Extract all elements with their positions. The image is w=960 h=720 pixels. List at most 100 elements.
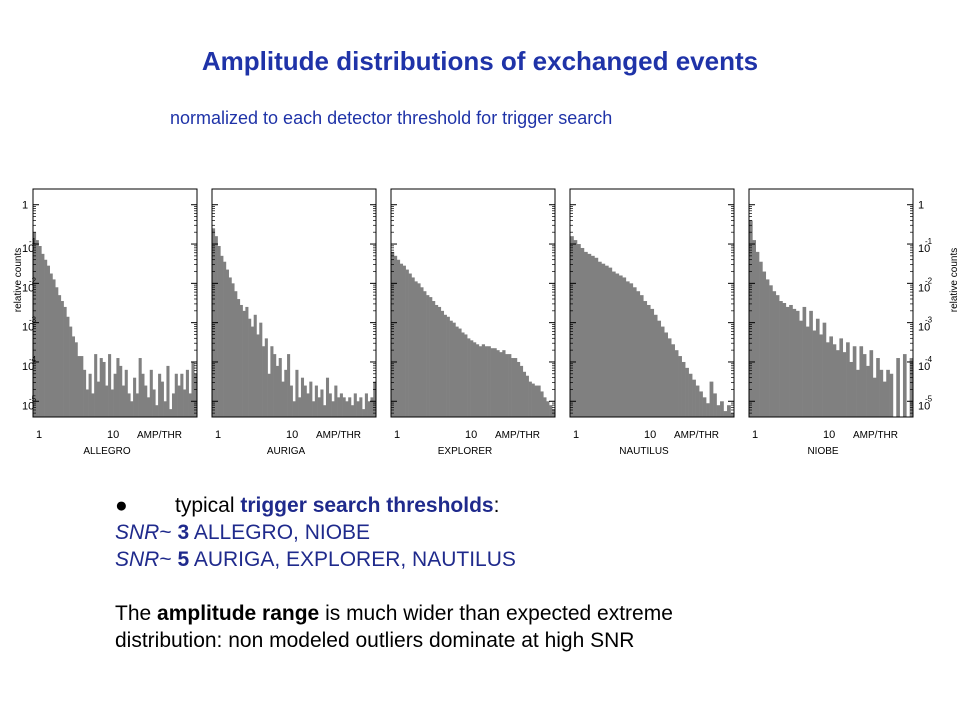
bar [815, 318, 820, 417]
histogram-panels: 1 10 AMP/THR ALLEGRO 1 10 AMP/THR AURIGA 1 10 AMP/… [13, 188, 960, 457]
bar [869, 350, 874, 417]
y-tick-label: 10 [22, 322, 34, 334]
bar [896, 358, 900, 417]
bar [859, 346, 864, 417]
plot-frame [211, 188, 377, 418]
bar [402, 265, 406, 417]
bar [576, 244, 581, 417]
bar [825, 342, 830, 417]
bar [537, 385, 541, 417]
bar [155, 405, 159, 417]
bar [862, 354, 867, 417]
bar [292, 401, 296, 417]
bar [879, 369, 884, 417]
notes-paragraph-line1: The amplitude range is much wider than e… [115, 600, 935, 627]
bar [281, 381, 285, 417]
bar [849, 361, 854, 417]
bar [496, 350, 500, 417]
bar [629, 283, 634, 417]
bar [667, 338, 672, 417]
bar [52, 279, 56, 417]
bar [674, 350, 679, 417]
bar [587, 253, 592, 417]
bar [102, 361, 106, 417]
bar [759, 261, 763, 417]
plot-frame [390, 188, 556, 418]
bar [657, 320, 662, 417]
y-tick-exponent: -5 [29, 394, 37, 403]
snr-a-tilde: ~ [159, 521, 172, 544]
snr-b-label: SNR [115, 548, 160, 571]
bar [188, 393, 192, 417]
x-tick-label: 1 [752, 429, 758, 441]
bar [133, 377, 137, 417]
notes-block: ● typical trigger search thresholds: SNR~… [115, 492, 935, 654]
x-unit-label: AMP/THR [495, 430, 540, 441]
bar [799, 320, 803, 417]
bar [306, 393, 310, 417]
bar [259, 322, 263, 417]
bar [819, 334, 823, 417]
notes-line1-pre: typical [175, 494, 241, 517]
bar [317, 397, 321, 417]
bar [678, 356, 682, 417]
bar [166, 365, 170, 417]
bar [234, 291, 238, 417]
y-tick-label: 10 [918, 322, 930, 334]
notes-bullet-line: ● typical trigger search thresholds: [115, 492, 935, 519]
bar [303, 385, 307, 417]
bar [220, 255, 224, 417]
x-tick-label: 1 [394, 429, 400, 441]
bar [702, 397, 707, 417]
bar [342, 397, 346, 417]
bar [604, 265, 609, 417]
bar [121, 385, 126, 417]
bar [160, 381, 164, 417]
bar [94, 354, 98, 417]
bar [96, 381, 101, 417]
y-tick-label: 10 [918, 243, 930, 255]
y-tick-label: 10 [918, 400, 930, 412]
y-tick-exponent: -3 [29, 316, 37, 325]
bar [353, 393, 357, 417]
notes-para-2: is much wider than expected extreme [319, 602, 673, 625]
bar [270, 346, 274, 417]
bar [55, 287, 59, 417]
bar [902, 354, 907, 417]
bar [367, 401, 371, 417]
bar [653, 314, 658, 417]
snr-line-b: SNR~ 5 AURIGA, EXPLORER, NAUTILUS [115, 546, 935, 573]
bar [284, 369, 288, 417]
bar [632, 287, 637, 417]
bar [846, 342, 850, 417]
bar [723, 411, 728, 417]
bar [345, 401, 349, 417]
bar [314, 385, 318, 417]
bar [350, 405, 355, 417]
bar [852, 346, 857, 417]
x-tick-label: 1 [573, 429, 579, 441]
bar [446, 316, 450, 417]
bar [399, 263, 404, 417]
x-tick-label: 1 [36, 429, 42, 441]
y-axis-label: relative counts [949, 248, 960, 312]
bar [842, 352, 847, 417]
bar [348, 397, 352, 417]
bar [762, 271, 767, 417]
bar [692, 379, 696, 417]
x-unit-label: AMP/THR [137, 430, 182, 441]
bar [124, 369, 128, 417]
bar [242, 310, 246, 417]
bar [169, 409, 173, 417]
notes-para-3: distribution: non modeled outliers domin… [115, 629, 635, 652]
bar [882, 381, 887, 417]
bar [876, 358, 880, 417]
snr-b-text: AURIGA, EXPLORER, NAUTILUS [189, 548, 516, 571]
bar [41, 253, 45, 417]
bar [802, 306, 807, 417]
y-tick-label: 10 [22, 282, 34, 294]
bar [580, 247, 585, 417]
bar [152, 389, 156, 417]
x-axis-label: EXPLORER [438, 446, 492, 457]
bar [66, 316, 70, 417]
